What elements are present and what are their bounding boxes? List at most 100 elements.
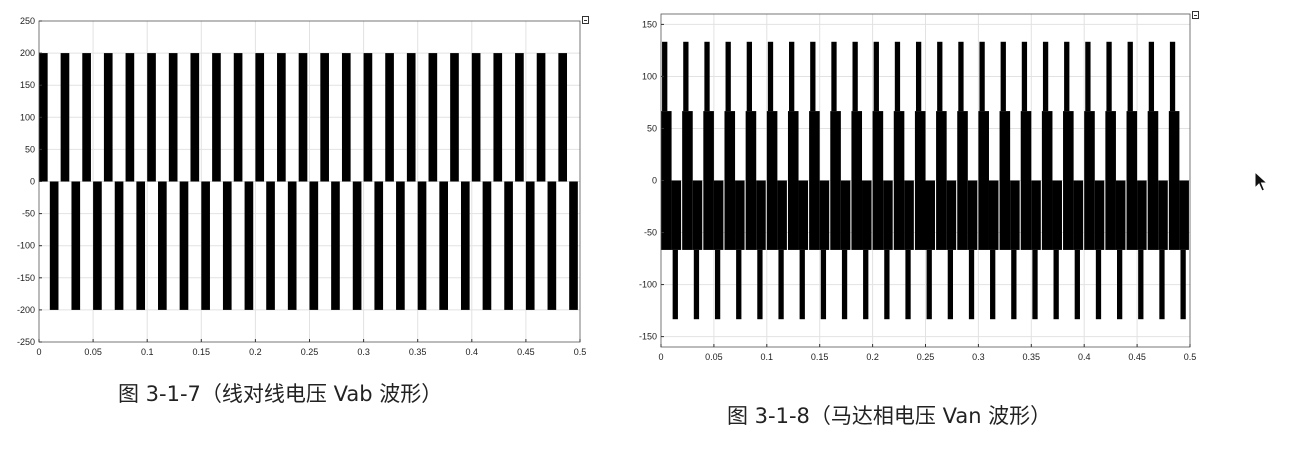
- waveform-pulse: [244, 181, 254, 310]
- waveform-pulse: [937, 41, 943, 112]
- waveform-pulse: [558, 53, 568, 182]
- y-tick-label: 50: [647, 123, 657, 133]
- waveform-pulse: [103, 53, 113, 182]
- waveform-pulse: [799, 249, 805, 320]
- y-tick-label: -200: [17, 305, 35, 315]
- waveform-pulse: [1052, 180, 1062, 250]
- waveform-pulse: [71, 181, 81, 310]
- waveform-pulse: [49, 181, 59, 310]
- waveform-pulse: [1032, 249, 1038, 320]
- waveform-series: [661, 41, 1189, 320]
- waveform-pulse: [926, 249, 932, 320]
- x-tick-label: 0.2: [249, 347, 262, 357]
- waveform-pulse: [936, 111, 947, 250]
- waveform-pulse: [266, 181, 275, 310]
- waveform-pulse: [201, 181, 210, 310]
- waveform-pulse: [1116, 249, 1123, 320]
- waveform-pulse: [569, 181, 578, 310]
- waveform-pulse: [661, 111, 672, 250]
- y-tick-label: 100: [642, 71, 657, 81]
- waveform-pulse: [757, 249, 763, 320]
- waveform-pulse: [385, 53, 394, 182]
- y-tick-label: 50: [25, 144, 35, 154]
- waveform-pulse: [1000, 41, 1006, 112]
- y-tick-label: 250: [20, 16, 35, 26]
- waveform-pulse: [819, 180, 830, 250]
- waveform-pulse: [1126, 111, 1138, 250]
- waveform-pulse: [1085, 41, 1091, 112]
- legend-toggle-icon[interactable]: [582, 16, 589, 24]
- waveform-pulse: [968, 249, 975, 320]
- y-tick-label: -50: [22, 209, 35, 219]
- x-tick-label: 0.05: [705, 352, 723, 362]
- waveform-pulse: [852, 41, 858, 112]
- van-chart: 0 0.05 0.1 0.15 0.2 0.25 0.3 0.35 0.4 0.45 0.5 150 1…: [639, 13, 1196, 362]
- x-tick-label: 0.4: [466, 347, 479, 357]
- x-tick-label: 0.5: [574, 347, 587, 357]
- waveform-pulse: [884, 249, 890, 320]
- waveform-pulse: [787, 111, 799, 250]
- waveform-pulse: [60, 53, 70, 182]
- waveform-pulse: [766, 111, 778, 250]
- waveform-pulse: [298, 53, 308, 182]
- x-tick-label: 0.4: [1078, 352, 1091, 362]
- y-tick-label: 150: [20, 80, 35, 90]
- waveform-pulse: [1031, 180, 1041, 250]
- waveform-pulse: [515, 53, 524, 182]
- waveform-pulse: [736, 249, 742, 320]
- waveform-pulse: [1053, 249, 1059, 320]
- waveform-pulse: [841, 249, 848, 320]
- waveform-pulse: [809, 111, 820, 250]
- waveform-pulse: [873, 41, 879, 112]
- waveform-pulse: [662, 41, 668, 112]
- mouse-cursor-icon: [1254, 171, 1268, 192]
- waveform-pulse: [352, 181, 362, 310]
- waveform-pulse: [1073, 180, 1084, 250]
- legend-toggle-icon[interactable]: [1192, 11, 1199, 19]
- waveform-pulse: [1169, 41, 1176, 112]
- waveform-pulse: [493, 53, 503, 182]
- waveform-pulse: [957, 111, 968, 250]
- waveform-pulse: [1115, 180, 1126, 250]
- waveform-pulse: [125, 53, 135, 182]
- waveform-pulse: [979, 41, 985, 112]
- waveform-pulse: [894, 41, 901, 112]
- waveform-pulse: [714, 249, 721, 320]
- waveform-pulse: [1168, 111, 1180, 250]
- waveform-series: [39, 53, 578, 310]
- waveform-pulse: [136, 181, 146, 310]
- waveform-pulse: [767, 41, 774, 112]
- waveform-pulse: [1010, 180, 1020, 250]
- waveform-pulse: [831, 41, 837, 112]
- waveform-pulse: [915, 41, 922, 112]
- waveform-pulse: [1011, 249, 1017, 320]
- waveform-pulse: [233, 53, 243, 182]
- x-tick-label: 0.25: [917, 352, 935, 362]
- waveform-pulse: [777, 180, 787, 250]
- waveform-pulse: [978, 111, 989, 250]
- waveform-pulse: [872, 111, 884, 250]
- waveform-pulse: [1105, 111, 1116, 250]
- waveform-pulse: [693, 249, 700, 320]
- waveform-pulse: [536, 53, 546, 182]
- x-tick-label: 0.15: [193, 347, 211, 357]
- waveform-pulse: [255, 53, 265, 182]
- waveform-pulse: [1063, 111, 1074, 250]
- waveform-pulse: [713, 180, 724, 250]
- waveform-pulse: [905, 249, 911, 320]
- waveform-pulse: [704, 41, 710, 112]
- waveform-pulse: [1042, 41, 1049, 112]
- waveform-pulse: [745, 111, 757, 250]
- waveform-pulse: [341, 53, 351, 182]
- waveform-pulse: [1106, 41, 1112, 112]
- waveform-pulse: [331, 181, 340, 310]
- waveform-pulse: [168, 53, 178, 182]
- waveform-pulse: [114, 181, 124, 310]
- waveform-pulse: [1127, 41, 1133, 112]
- x-tick-label: 0.1: [141, 347, 154, 357]
- figure-caption-van: 图 3-1-8（马达相电压 Van 波形）: [727, 404, 1052, 428]
- waveform-pulse: [958, 41, 964, 112]
- waveform-pulse: [947, 249, 954, 320]
- y-tick-label: 200: [20, 48, 35, 58]
